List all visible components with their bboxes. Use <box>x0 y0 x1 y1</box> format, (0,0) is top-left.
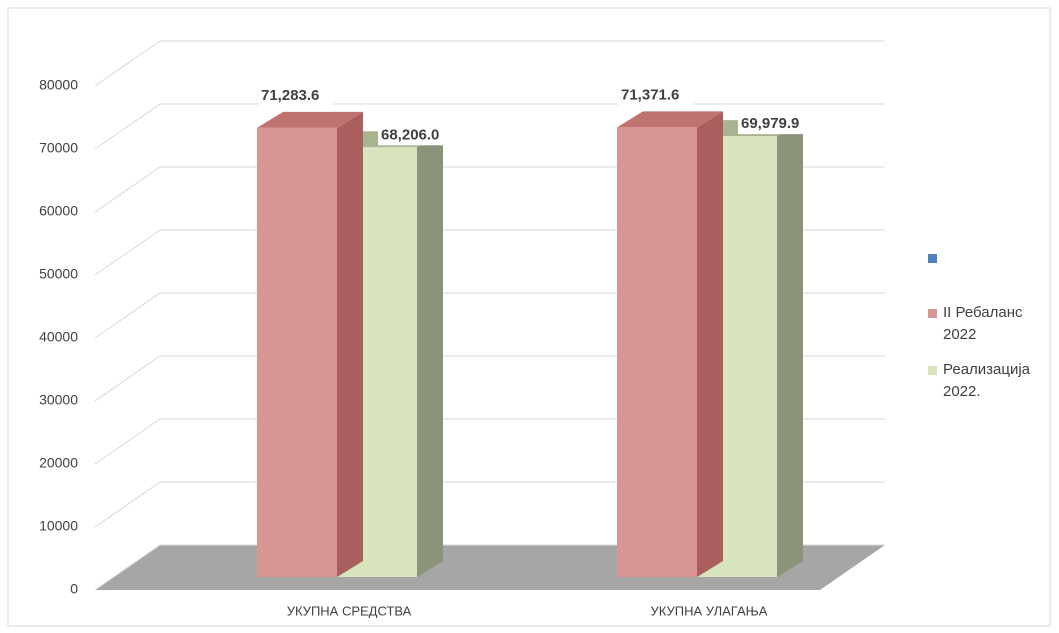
data-label-bg <box>738 114 814 135</box>
grid-line <box>94 292 161 339</box>
y-tick-label: 70000 <box>39 140 78 156</box>
legend-marker <box>928 254 937 263</box>
grid-line <box>94 229 161 276</box>
data-label: 71,283.6 <box>261 87 319 104</box>
grid-line <box>94 544 161 591</box>
grid-line <box>94 103 161 150</box>
legend-marker <box>928 309 937 318</box>
grid-line <box>94 418 161 465</box>
grid-line <box>94 40 161 87</box>
bar <box>617 111 723 577</box>
data-label: 71,371.6 <box>621 86 679 103</box>
x-tick-label: УКУПНА УЛАГАЊА <box>651 603 768 618</box>
legend-entry: II Ребаланс 2022 <box>943 304 1023 343</box>
bar <box>257 111 363 577</box>
y-tick-label: 0 <box>70 581 78 597</box>
legend-marker <box>928 366 937 375</box>
data-label-bg <box>618 85 694 106</box>
grid-line <box>94 166 161 213</box>
y-tick-label: 60000 <box>39 203 78 219</box>
legend-entry: Реализација 2022. <box>943 361 1031 400</box>
data-label: 69,979.9 <box>741 115 799 132</box>
y-tick-label: 80000 <box>39 77 78 93</box>
y-tick-label: 40000 <box>39 329 78 345</box>
y-tick-label: 30000 <box>39 392 78 408</box>
grid-line <box>94 481 161 528</box>
data-label-bg <box>378 125 454 146</box>
y-tick-label: 20000 <box>39 455 78 471</box>
y-tick-label: 50000 <box>39 266 78 282</box>
data-label-bg <box>258 85 334 106</box>
grid-line <box>94 355 161 402</box>
y-tick-label: 10000 <box>39 518 78 534</box>
x-tick-label: УКУПНА СРЕДСТВА <box>287 603 412 618</box>
data-label: 68,206.0 <box>381 126 439 143</box>
chart-border <box>7 7 1051 627</box>
